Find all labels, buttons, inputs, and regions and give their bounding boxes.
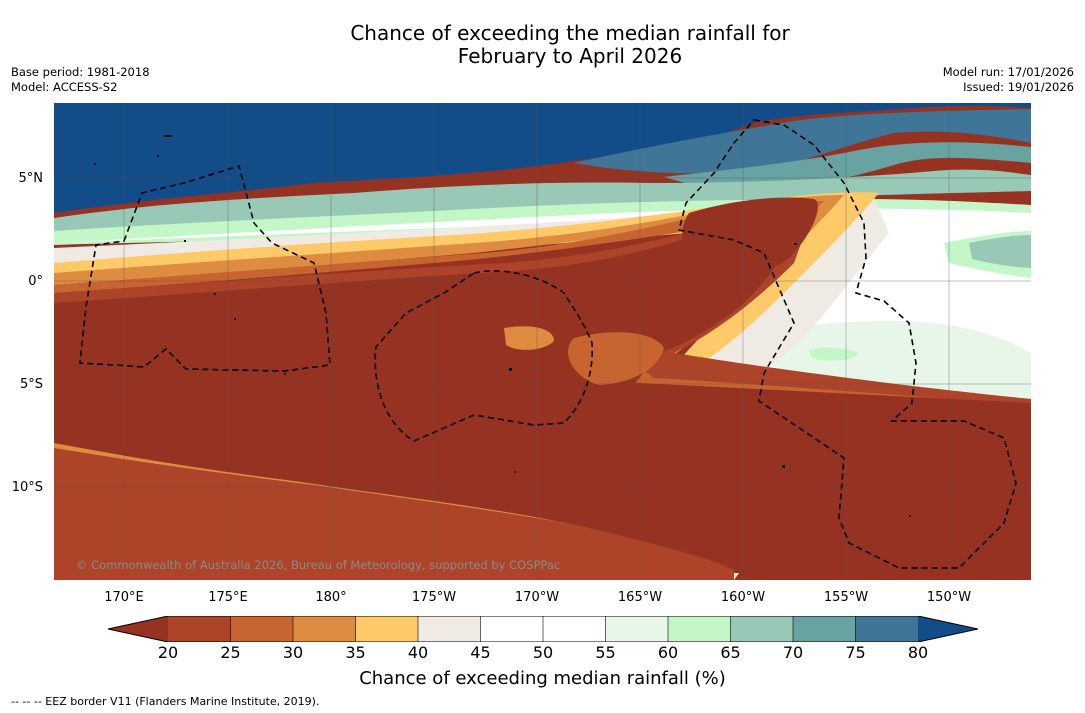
cbar-45-50 xyxy=(480,616,543,642)
lon-label-160w: 160°W xyxy=(720,590,766,605)
chart-title: Chance of exceeding the median rainfall … xyxy=(0,22,1085,68)
lon-label-150w: 150°W xyxy=(926,590,972,605)
cbar-tick-80: 80 xyxy=(907,643,929,662)
lon-label-165w: 165°W xyxy=(617,590,663,605)
region-65-70-east-patch xyxy=(969,235,1031,268)
meta-right: Model run: 17/01/2026 Issued: 19/01/2026 xyxy=(943,65,1074,95)
lon-label-175e: 175°E xyxy=(208,590,248,605)
cbar-tick-20: 20 xyxy=(157,643,179,662)
cbar-20-25 xyxy=(168,616,231,642)
meta-left: Base period: 1981-2018 Model: ACCESS-S2 xyxy=(11,65,150,95)
colorbar-label: Chance of exceeding median rainfall (%) xyxy=(359,668,726,689)
region-above80 xyxy=(54,103,1031,213)
cbar-50-55 xyxy=(543,616,606,642)
lat-label-5s: 5°S xyxy=(19,377,43,392)
cbar-55-60 xyxy=(605,616,668,642)
region-75-80 xyxy=(574,109,1031,174)
cbar-60-65 xyxy=(668,616,731,642)
title-line-1: Chance of exceeding the median rainfall … xyxy=(350,21,790,45)
cbar-above80 xyxy=(918,616,978,642)
lon-label-170e: 170°E xyxy=(104,590,144,605)
cbar-30-35 xyxy=(293,616,356,642)
cbar-65-70 xyxy=(730,616,793,642)
cbar-25-30 xyxy=(230,616,293,642)
cbar-75-80 xyxy=(855,616,918,642)
region-below20-east-core xyxy=(682,197,818,279)
cbar-tick-55: 55 xyxy=(595,643,616,662)
cbar-below20 xyxy=(108,616,168,642)
region-30-35-mid-patch xyxy=(504,326,554,350)
cbar-40-45 xyxy=(418,616,481,642)
region-65-70 xyxy=(54,169,1031,233)
cbar-70-75 xyxy=(793,616,856,642)
cbar-tick-35: 35 xyxy=(345,643,366,662)
issued-date: Issued: 19/01/2026 xyxy=(963,80,1074,94)
map-shading xyxy=(54,103,1031,580)
cbar-tick-50: 50 xyxy=(532,643,554,662)
copyright-notice: © Commonwealth of Australia 2026, Bureau… xyxy=(76,558,561,572)
cbar-dividers xyxy=(230,616,856,642)
cbar-35-40 xyxy=(355,616,418,642)
islands xyxy=(94,135,911,517)
base-period: Base period: 1981-2018 xyxy=(11,65,150,79)
cbar-tick-75: 75 xyxy=(845,643,866,662)
lon-label-155w: 155°W xyxy=(823,590,869,605)
lon-label-180: 180° xyxy=(315,590,347,605)
model-run: Model run: 17/01/2026 xyxy=(942,65,1074,79)
region-20-25-south xyxy=(54,448,734,580)
rainfall-map: © Commonwealth of Australia 2026, Bureau… xyxy=(54,103,1031,580)
colorbar xyxy=(108,616,978,642)
lat-label-10s: 10°S xyxy=(11,480,43,495)
lat-label-5n: 5°N xyxy=(18,171,44,186)
cbar-tick-25: 25 xyxy=(220,643,241,662)
eez-borders xyxy=(79,119,1017,569)
graticule xyxy=(54,103,1031,580)
model-name: Model: ACCESS-S2 xyxy=(11,80,118,94)
cbar-tick-70: 70 xyxy=(782,643,804,662)
cbar-tick-30: 30 xyxy=(282,643,304,662)
region-70-75 xyxy=(664,142,1031,192)
lon-label-170w: 170°W xyxy=(514,590,560,605)
cbar-tick-65: 65 xyxy=(720,643,741,662)
cbar-tick-45: 45 xyxy=(470,643,491,662)
eez-legend-note: -- -- -- EEZ border V11 (Flanders Marine… xyxy=(11,695,320,708)
title-line-2: February to April 2026 xyxy=(457,44,683,68)
lat-label-0: 0° xyxy=(28,274,43,289)
region-below20-north xyxy=(54,212,804,355)
cbar-tick-40: 40 xyxy=(407,643,429,662)
region-below20-se xyxy=(734,413,1031,580)
region-60-65-small xyxy=(809,347,859,361)
lon-label-175w: 175°W xyxy=(411,590,457,605)
cbar-tick-60: 60 xyxy=(657,643,679,662)
